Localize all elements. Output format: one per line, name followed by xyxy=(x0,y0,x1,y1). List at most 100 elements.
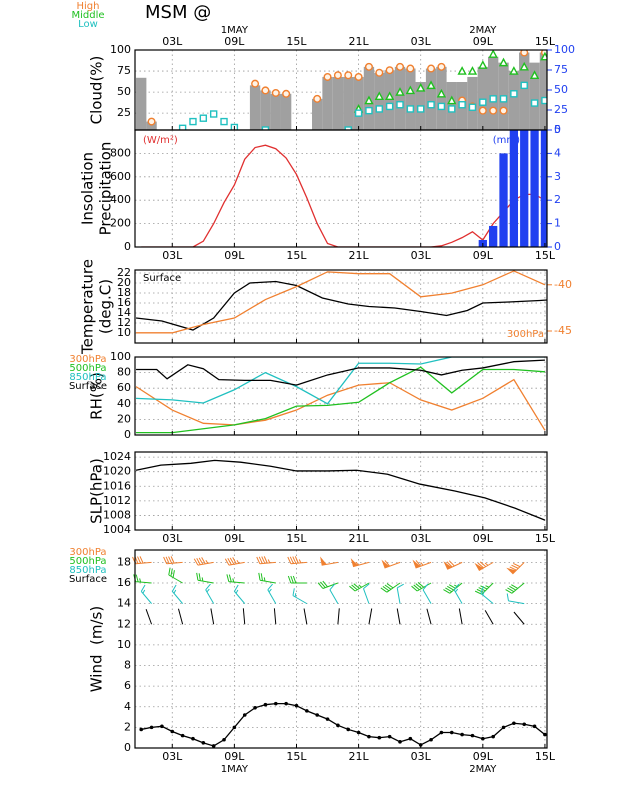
marker-triangle xyxy=(488,50,498,58)
y2-tick-label: -40 xyxy=(554,278,572,291)
bar xyxy=(499,153,508,247)
legend-entry: 500hPa xyxy=(69,556,106,567)
marker-square xyxy=(189,117,197,126)
point xyxy=(481,736,485,741)
marker-circle xyxy=(333,71,342,80)
marker-circle xyxy=(375,68,384,77)
y-tick-label: 4 xyxy=(124,700,131,713)
y-tick-label: 0 xyxy=(124,741,131,754)
bar xyxy=(157,130,167,134)
wind-barb xyxy=(396,583,404,604)
marker-triangle xyxy=(529,70,540,79)
wind-barb xyxy=(363,583,370,604)
y-tick-label: 40 xyxy=(117,397,131,410)
bar xyxy=(136,77,147,130)
legend-entry: 500hPa xyxy=(69,363,106,374)
y-axis-label: (deg.C) xyxy=(97,279,115,334)
marker-circle xyxy=(499,106,508,115)
point xyxy=(232,725,237,730)
x-tick-label: 03L xyxy=(411,750,432,763)
point xyxy=(242,713,247,717)
y-tick-label: 1016 xyxy=(103,479,131,492)
panel-frame xyxy=(134,549,548,749)
wind-barb xyxy=(381,559,401,569)
point xyxy=(532,724,537,729)
marker-triangle xyxy=(447,95,457,105)
y-tick-label: 18 xyxy=(117,286,131,299)
point xyxy=(408,736,413,741)
marker-triangle xyxy=(364,95,374,105)
wind-barb xyxy=(506,562,525,575)
marker-square xyxy=(354,109,363,117)
unit-annotation: (mm) xyxy=(493,135,520,146)
plot-area xyxy=(135,452,547,530)
marker-circle xyxy=(385,66,394,75)
marker-circle xyxy=(344,71,353,80)
bar xyxy=(425,68,437,130)
bar xyxy=(529,62,540,130)
y2-tick-label: 100 xyxy=(554,43,575,56)
series-label: Surface xyxy=(143,273,181,284)
x-tick-label: 15L xyxy=(286,532,307,545)
point xyxy=(149,725,154,730)
x-tick-label: 21L xyxy=(349,532,370,545)
wind-barb xyxy=(177,608,184,625)
marker-triangle xyxy=(436,88,447,98)
marker-square xyxy=(530,99,539,107)
x-tick-label: 09L xyxy=(473,249,494,262)
chart-title: MSM @ xyxy=(145,2,211,23)
wind-barb xyxy=(505,582,525,594)
wind-barb xyxy=(474,561,494,572)
point xyxy=(460,732,464,737)
legend-entry: Surface xyxy=(69,574,107,585)
marker-square xyxy=(479,98,487,106)
wind-barb xyxy=(224,557,245,566)
marker-circle xyxy=(261,86,270,95)
wind-barb xyxy=(193,557,214,566)
marker-square xyxy=(520,81,528,90)
marker-square xyxy=(396,101,404,109)
y2-tick-label: 1 xyxy=(554,217,561,230)
line xyxy=(135,280,547,331)
marker-circle xyxy=(520,50,529,57)
line xyxy=(136,357,545,405)
point xyxy=(284,701,288,706)
y-tick-label: 75 xyxy=(117,64,131,77)
x-tick-label: 09L xyxy=(473,35,494,48)
bar xyxy=(394,66,406,130)
y2-tick-label: 75 xyxy=(554,63,568,76)
x-tick-label: 15L xyxy=(535,750,556,763)
y2-tick-label: 0 xyxy=(554,240,561,253)
marker-circle xyxy=(147,117,156,126)
point xyxy=(439,730,444,735)
marker-triangle xyxy=(395,87,405,96)
wind-barb xyxy=(168,567,183,584)
bar xyxy=(208,130,218,134)
y2-tick-label: 4 xyxy=(554,146,561,159)
y-tick-label: 16 xyxy=(117,296,131,309)
bar xyxy=(539,52,547,130)
marker-circle xyxy=(251,79,260,88)
line xyxy=(136,270,546,334)
wind-barb xyxy=(480,586,494,605)
point xyxy=(294,703,299,708)
y-tick-label: 0 xyxy=(124,428,131,441)
y-tick-label: 1008 xyxy=(103,508,131,521)
wind-barb xyxy=(349,582,370,592)
wind-barb xyxy=(140,584,152,604)
wind-barb xyxy=(287,556,307,565)
point xyxy=(263,702,268,707)
bar xyxy=(384,70,395,130)
legend-entry: 850hPa xyxy=(69,565,106,576)
y-tick-label: 12 xyxy=(117,316,131,329)
y-tick-label: 10 xyxy=(117,638,131,651)
date-label: 1MAY xyxy=(221,25,249,36)
x-tick-label: 15L xyxy=(535,35,556,48)
x-tick-label: 03L xyxy=(411,249,432,262)
marker-square xyxy=(437,102,446,111)
y2-tick-label: 5 xyxy=(554,123,561,136)
marker-square xyxy=(385,102,394,111)
bar xyxy=(177,130,187,134)
marker-square xyxy=(468,103,477,111)
